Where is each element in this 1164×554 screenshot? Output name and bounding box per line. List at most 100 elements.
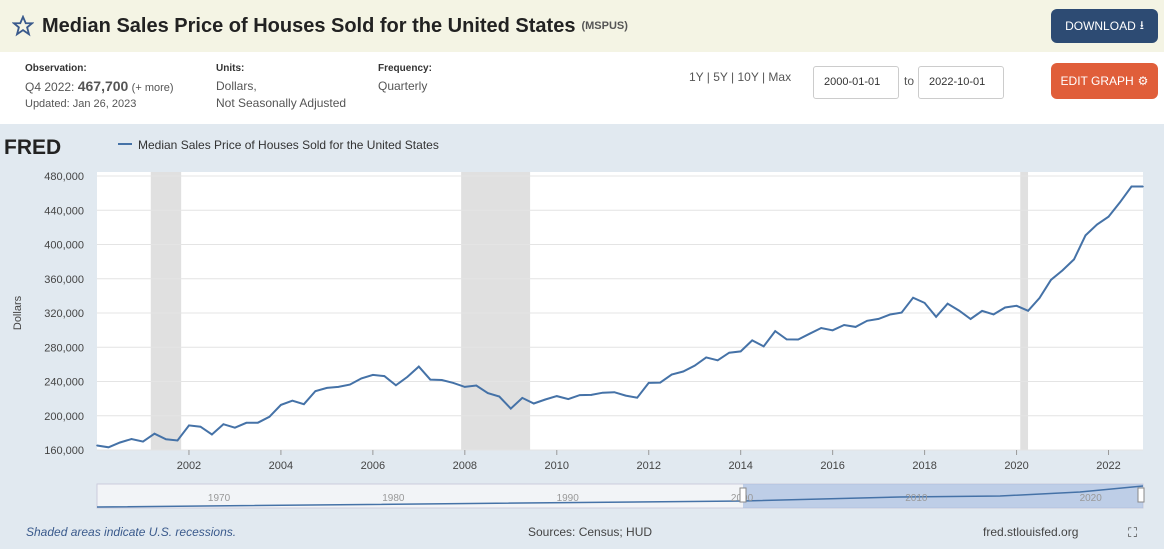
range-buttons[interactable]: 1Y | 5Y | 10Y | Max — [689, 70, 792, 84]
y-tick-label: 200,000 — [44, 411, 84, 423]
freq-label: Frequency: — [378, 63, 432, 74]
start-date-input[interactable]: 2000-01-01 — [813, 66, 899, 99]
data-point — [866, 319, 868, 322]
data-point — [762, 345, 765, 348]
data-point — [785, 338, 788, 341]
data-point — [130, 438, 133, 440]
data-point — [900, 311, 903, 314]
data-point — [1038, 297, 1041, 299]
obs-label: Observation: — [25, 63, 87, 74]
chart-svg: 160,000 200,000 240,000 280,000 320,000 360,0… — [4, 136, 1145, 509]
data-point — [751, 339, 753, 342]
data-point — [245, 421, 248, 424]
data-point — [142, 440, 144, 443]
x-tick-label: 2002 — [177, 460, 201, 472]
data-point — [96, 444, 98, 447]
plot-area — [97, 172, 1143, 450]
data-point — [624, 394, 627, 397]
edit-graph-button[interactable]: EDIT GRAPH ⚙ — [1051, 63, 1158, 99]
data-point — [464, 386, 466, 388]
data-point — [326, 387, 328, 389]
data-point — [532, 402, 535, 405]
series-id: (MSPUS) — [581, 20, 628, 32]
y-tick-label: 160,000 — [44, 445, 84, 457]
site-link[interactable]: fred.stlouisfed.org — [983, 525, 1079, 539]
data-point — [406, 376, 409, 378]
navigator-tick-label: 1990 — [557, 493, 580, 504]
data-point — [383, 375, 386, 377]
navigator-line — [96, 485, 1144, 508]
data-point — [418, 365, 420, 368]
data-point — [912, 296, 914, 299]
units-label: Units: — [216, 63, 245, 74]
data-point — [774, 330, 776, 332]
navigator-handle — [739, 487, 747, 503]
data-point — [1027, 309, 1029, 312]
data-point — [1073, 258, 1075, 261]
data-point — [831, 329, 834, 332]
data-point — [498, 395, 501, 398]
info-bar: Observation: Q4 2022: 467,700 (+ more) U… — [0, 52, 1164, 124]
x-tick-label: 2022 — [1096, 460, 1120, 472]
data-point — [946, 302, 949, 305]
sources-note: Sources: Census; HUD — [528, 525, 653, 539]
data-point — [958, 309, 960, 312]
units-value-1: Dollars, — [216, 79, 257, 93]
data-point — [234, 426, 236, 429]
data-point — [165, 438, 167, 441]
data-point — [1061, 269, 1064, 272]
gear-icon: ⚙ — [1137, 74, 1149, 88]
navigator-tick-label: 2020 — [1080, 493, 1103, 504]
download-icon: ⭳ — [1139, 17, 1144, 32]
x-tick-label: 2006 — [361, 460, 385, 472]
series-line — [96, 185, 1143, 449]
data-point — [1084, 234, 1087, 237]
data-point — [659, 381, 662, 384]
data-point — [119, 441, 121, 444]
y-tick-label: 360,000 — [44, 274, 84, 286]
data-point — [1119, 201, 1121, 204]
to-label: to — [904, 74, 915, 88]
data-point — [889, 313, 891, 316]
data-point — [395, 384, 397, 387]
y-tick-label: 440,000 — [44, 205, 84, 217]
more-link[interactable]: (+ more) — [131, 82, 174, 94]
data-point — [1015, 305, 1018, 307]
recession-note: Shaded areas indicate U.S. recessions. — [26, 525, 237, 539]
end-date-input[interactable]: 2022-10-01 — [918, 66, 1004, 99]
data-point — [843, 324, 845, 326]
y-tick-label: 280,000 — [44, 342, 84, 354]
data-point — [521, 397, 524, 399]
freq-value: Quarterly — [378, 79, 428, 93]
y-tick-label: 320,000 — [44, 308, 84, 320]
data-point — [176, 439, 179, 442]
data-point — [107, 446, 110, 449]
recession-band — [150, 172, 182, 450]
data-point — [360, 377, 363, 380]
data-point — [337, 386, 340, 388]
title-bar: Median Sales Price of Houses Sold for th… — [0, 0, 1164, 52]
data-point — [590, 394, 593, 396]
legend-label: Median Sales Price of Houses Sold for th… — [138, 138, 439, 152]
data-point — [613, 391, 616, 394]
navigator-tick-label: 1970 — [208, 493, 231, 504]
y-tick-label: 480,000 — [44, 171, 84, 183]
data-point — [981, 310, 983, 312]
navigator-tick-label: 2010 — [905, 493, 928, 504]
obs-line: Q4 2022: 467,700 (+ more) — [25, 78, 174, 94]
navigator-handle — [1137, 487, 1145, 503]
data-point — [1142, 185, 1144, 188]
x-tick-label: 2018 — [912, 460, 936, 472]
data-point — [268, 415, 271, 418]
fullscreen-icon[interactable]: ⛶ — [1128, 525, 1138, 540]
data-point — [280, 404, 282, 406]
fred-logo: FRED — [4, 136, 61, 159]
data-point — [969, 318, 972, 320]
data-point — [487, 392, 489, 394]
data-point — [820, 327, 822, 329]
data-point — [510, 407, 512, 410]
data-point — [372, 374, 374, 376]
download-button[interactable]: DOWNLOAD ⭳ — [1051, 9, 1158, 43]
star-icon[interactable] — [12, 15, 34, 37]
data-point — [992, 313, 995, 316]
